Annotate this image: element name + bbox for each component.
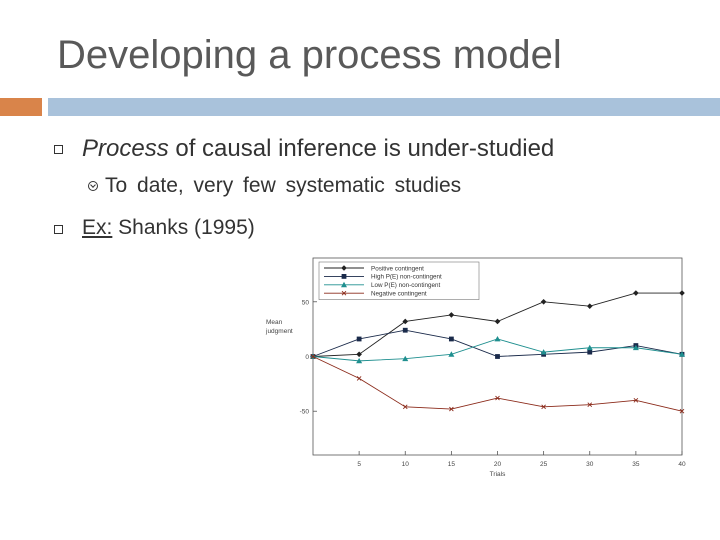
data-point — [495, 354, 500, 359]
bullet-process: Process of causal inference is under-stu… — [82, 135, 554, 163]
data-point — [448, 336, 454, 342]
data-point — [587, 402, 593, 407]
data-point — [356, 357, 363, 364]
y-axis-label: judgment — [265, 328, 293, 335]
y-tick-label: 50 — [302, 299, 310, 306]
legend-label: High P(E) non-contingent — [371, 274, 442, 281]
y-axis-label: Mean — [266, 319, 283, 326]
x-tick-label: 5 — [357, 461, 361, 468]
data-point — [679, 351, 685, 357]
legend-label: Negative contingent — [371, 291, 427, 298]
x-axis-label: Trials — [490, 471, 506, 478]
data-point — [541, 404, 546, 410]
x-tick-label: 35 — [632, 461, 640, 468]
data-point — [679, 408, 685, 414]
bullet-icon — [54, 145, 63, 154]
data-point — [495, 395, 500, 401]
data-point — [341, 281, 347, 288]
slide-title: Developing a process model — [57, 33, 562, 77]
x-tick-label: 30 — [586, 461, 594, 468]
data-point — [356, 351, 362, 358]
data-point — [494, 318, 501, 325]
x-tick-label: 20 — [494, 461, 502, 468]
bullet-example: Ex: Shanks (1995) — [82, 216, 255, 240]
data-point — [402, 355, 409, 362]
data-point — [449, 406, 454, 412]
accent-bar-orange — [0, 98, 42, 116]
bullet-underline: Ex: — [82, 216, 113, 239]
data-point — [448, 351, 455, 357]
accent-bar-blue — [48, 98, 720, 116]
bullet-text: of causal inference is under-studied — [168, 135, 555, 162]
data-point — [310, 354, 316, 359]
data-point — [402, 404, 408, 410]
data-point — [494, 335, 501, 342]
data-point — [586, 344, 593, 351]
data-point — [586, 303, 593, 309]
data-point — [341, 274, 347, 279]
y-tick-label: 0 — [305, 354, 309, 361]
data-point — [632, 344, 639, 351]
y-tick-label: -50 — [300, 409, 310, 416]
bullet-emphasis: Process — [82, 135, 169, 162]
data-point — [341, 265, 347, 271]
data-point — [679, 290, 685, 296]
series-line — [312, 329, 683, 357]
data-point — [402, 327, 408, 333]
data-point — [448, 312, 455, 318]
chart: 50 0 -50 5 10 15 20 25 30 35 40 Trials Mean judgment P… — [255, 252, 700, 484]
bullet-text: Shanks (1995) — [112, 216, 255, 239]
x-tick-label: 15 — [448, 461, 456, 468]
sub-bullet-icon — [88, 181, 98, 191]
data-point — [540, 298, 547, 305]
data-point — [540, 349, 547, 355]
series-line — [312, 356, 683, 412]
sub-bullet-text: To date, very few systematic studies — [105, 174, 462, 197]
bullet-icon — [54, 225, 63, 234]
x-tick-label: 25 — [540, 461, 548, 468]
data-point — [356, 336, 362, 342]
x-tick-label: 10 — [402, 461, 410, 468]
data-point — [356, 376, 362, 381]
chart-svg: 50 0 -50 5 10 15 20 25 30 35 40 Trials Mean judgment P… — [265, 257, 686, 478]
data-point — [587, 349, 593, 355]
x-tick-label: 40 — [678, 461, 686, 468]
legend-label: Positive contingent — [371, 265, 424, 272]
data-point — [341, 290, 347, 296]
data-point — [402, 318, 409, 325]
data-point — [633, 290, 639, 296]
data-point — [633, 397, 639, 403]
legend-label: Low P(E) non-contingent — [371, 282, 441, 289]
